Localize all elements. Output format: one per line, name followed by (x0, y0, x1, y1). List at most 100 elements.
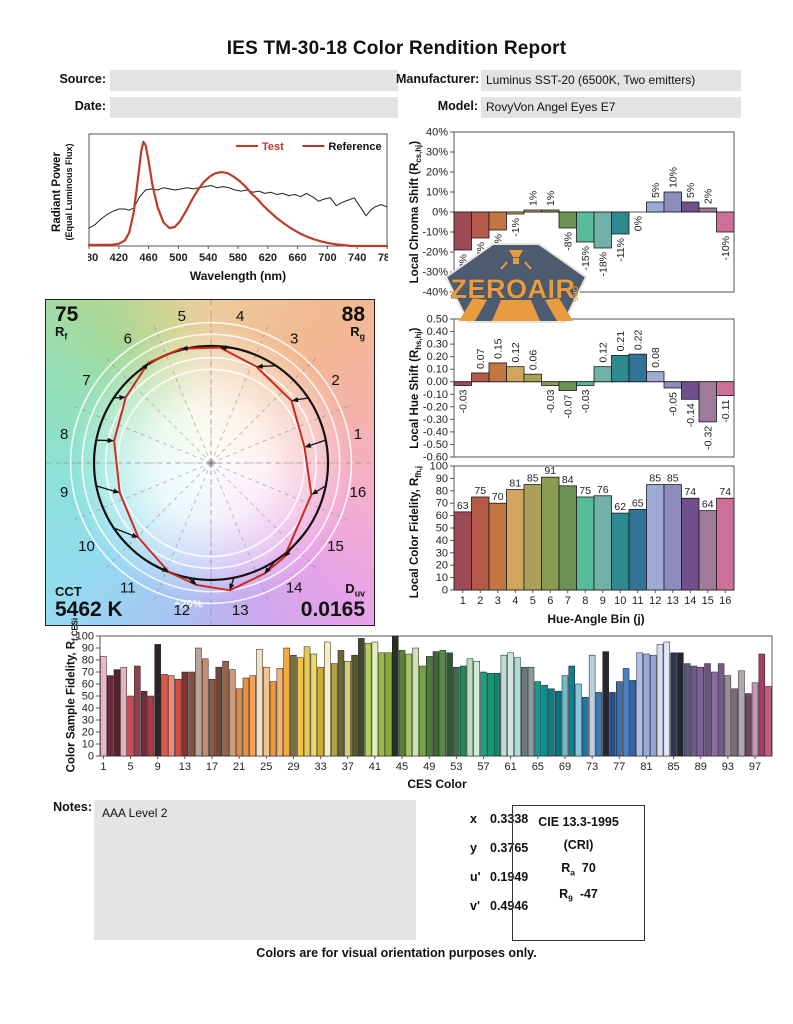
svg-text:70: 70 (492, 491, 504, 503)
svg-text:84: 84 (562, 474, 574, 486)
svg-text:20%: 20% (426, 167, 448, 179)
svg-text:16: 16 (350, 484, 367, 501)
spectral-x-axis-label: Wavelength (nm) (189, 269, 287, 283)
svg-text:7: 7 (82, 372, 90, 389)
svg-text:50: 50 (436, 523, 448, 535)
svg-text:90: 90 (436, 473, 448, 485)
svg-text:-0.03: -0.03 (545, 389, 557, 413)
svg-text:57: 57 (477, 761, 489, 773)
svg-text:10: 10 (614, 595, 626, 607)
manufacturer-field[interactable]: Luminus SST-20 (6500K, Two emitters) (481, 70, 741, 91)
svg-text:10%: 10% (426, 187, 448, 199)
svg-text:780: 780 (378, 252, 388, 264)
svg-text:13: 13 (232, 602, 249, 619)
svg-text:-0.60: -0.60 (423, 452, 448, 463)
svg-text:76: 76 (597, 484, 609, 496)
manufacturer-label: Manufacturer: (396, 72, 480, 86)
svg-text:Reference: Reference (328, 141, 381, 153)
svg-text:5: 5 (178, 308, 186, 325)
svg-text:50: 50 (82, 691, 94, 703)
svg-text:-0.10: -0.10 (423, 389, 448, 401)
svg-text:6: 6 (124, 330, 132, 347)
svg-text:81: 81 (640, 761, 652, 773)
svg-text:-15%: -15% (580, 246, 592, 271)
svg-text:9: 9 (155, 761, 161, 773)
svg-text:60: 60 (82, 679, 94, 691)
svg-text:15: 15 (702, 595, 714, 607)
svg-text:0%: 0% (633, 216, 645, 231)
svg-text:2%: 2% (703, 189, 715, 204)
svg-text:37: 37 (342, 761, 354, 773)
svg-text:77: 77 (613, 761, 625, 773)
svg-text:-0.20: -0.20 (423, 401, 448, 413)
date-field[interactable] (110, 97, 398, 118)
svg-text:-0.30: -0.30 (423, 414, 448, 426)
svg-text:1%: 1% (528, 191, 540, 206)
svg-text:10: 10 (436, 572, 448, 584)
chromaticity-v-prime: v' 0.4946 (470, 899, 529, 913)
svg-text:0.12: 0.12 (510, 342, 522, 363)
svg-text:9: 9 (600, 595, 606, 607)
duv-value: Duv 0.0165 (300, 580, 365, 621)
svg-text:10: 10 (78, 538, 95, 555)
svg-text:-18%: -18% (598, 252, 610, 277)
svg-text:-0.32: -0.32 (703, 426, 715, 450)
svg-text:74: 74 (684, 486, 696, 498)
local-fidelity-x-axis-label: Hue-Angle Bin (j) (547, 612, 645, 626)
svg-text:30%: 30% (426, 147, 448, 159)
svg-text:73: 73 (586, 761, 598, 773)
svg-text:70: 70 (82, 667, 94, 679)
svg-text:45: 45 (396, 761, 408, 773)
svg-text:65: 65 (632, 497, 644, 509)
svg-text:25: 25 (260, 761, 272, 773)
svg-text:9: 9 (60, 484, 68, 501)
svg-text:20: 20 (82, 727, 94, 739)
svg-text:29: 29 (287, 761, 299, 773)
svg-text:-0.40: -0.40 (423, 426, 448, 438)
svg-text:11: 11 (120, 580, 136, 597)
svg-text:85: 85 (667, 473, 679, 485)
color-vector-graphic: +20% 1 2 3 4 5 6 7 8 9 10 11 12 13 14 15 16 75 Rf 88 Rg … (45, 299, 376, 627)
notes-field[interactable]: AAA Level 2 (94, 800, 416, 940)
svg-text:2: 2 (477, 595, 483, 607)
svg-text:30: 30 (82, 715, 94, 727)
svg-text:85: 85 (527, 473, 539, 485)
svg-text:1%: 1% (545, 191, 557, 206)
svg-text:10%: 10% (668, 167, 680, 188)
chromaticity-y: y 0.3765 (470, 841, 529, 855)
source-field[interactable] (110, 70, 398, 91)
svg-text:0.40: 0.40 (427, 326, 448, 338)
svg-text:14: 14 (286, 580, 303, 597)
svg-text:-0.05: -0.05 (668, 392, 680, 416)
svg-text:Test: Test (262, 141, 284, 153)
svg-text:81: 81 (509, 478, 521, 490)
svg-text:740: 740 (348, 252, 366, 264)
cri-box: CIE 13.3-1995 (CRI) Ra 70 R9 -47 (512, 805, 645, 941)
svg-text:-40%: -40% (422, 287, 448, 299)
cri-r9: R9 -47 (559, 886, 598, 904)
source-label: Source: (59, 72, 106, 86)
svg-text:8: 8 (582, 595, 588, 607)
svg-text:0%: 0% (432, 207, 448, 219)
svg-text:540: 540 (199, 252, 217, 264)
svg-text:2: 2 (331, 372, 339, 389)
svg-text:-11%: -11% (615, 238, 627, 262)
rg-score: 88 Rg (341, 303, 365, 342)
model-field[interactable]: RovyVon Angel Eyes E7 (481, 97, 741, 118)
svg-text:75: 75 (474, 485, 486, 497)
svg-text:0.21: 0.21 (615, 331, 627, 352)
svg-text:660: 660 (288, 252, 306, 264)
svg-text:0.12: 0.12 (598, 342, 610, 363)
svg-text:7: 7 (565, 595, 571, 607)
svg-text:420: 420 (110, 252, 128, 264)
svg-text:40: 40 (82, 703, 94, 715)
svg-text:0.50: 0.50 (427, 314, 448, 326)
svg-text:64: 64 (702, 499, 714, 511)
svg-text:-0.14: -0.14 (685, 403, 697, 427)
svg-text:53: 53 (450, 761, 462, 773)
svg-text:-0.50: -0.50 (423, 439, 448, 451)
svg-text:-20%: -20% (422, 247, 448, 259)
svg-text:74: 74 (719, 486, 731, 498)
svg-text:60: 60 (436, 510, 448, 522)
